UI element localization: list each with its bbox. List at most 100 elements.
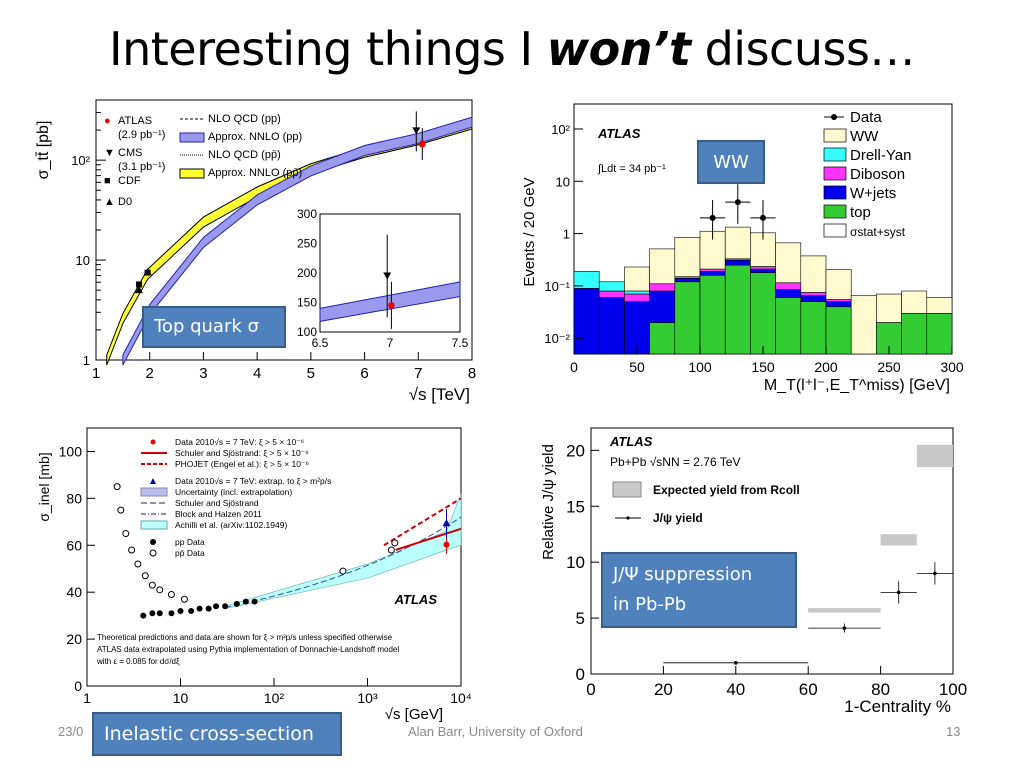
ttbar-y-tick-label: 10² [71, 153, 90, 168]
ttbar-series-nnlo-ppbar [106, 118, 473, 366]
ww-x-tick-label: 100 [688, 359, 712, 375]
ww-bar-top [926, 312, 953, 355]
inelastic-pp-point [168, 610, 175, 617]
ttbar-inset-atlas-point [388, 302, 395, 309]
inelastic-pp-point [233, 600, 240, 607]
ttbar-inset-x-label: 6.5 [312, 336, 329, 350]
inelastic-x-tick-label: 10 [173, 690, 189, 706]
ttbar-legend2-label: NLO QCD (pp) [208, 113, 281, 125]
jpsi-expected-box [880, 534, 917, 546]
ww-bar-wjets [825, 301, 852, 308]
inelastic-ppbar-point [122, 530, 130, 538]
title-pre: Interesting things I [109, 22, 547, 76]
ww-bar-ww [724, 226, 751, 260]
jpsi-x-tick-label: 20 [654, 680, 673, 699]
ww-legend-swatch [823, 166, 847, 181]
inelastic-pp-point [213, 603, 220, 610]
inelastic-legend-swatch [140, 487, 168, 497]
ww-bar-diboson [649, 283, 676, 292]
jpsi-y-tick-label: 20 [566, 441, 585, 460]
ww-bar-ww [624, 266, 650, 292]
ttbar-legend-marker: ▼ [104, 147, 115, 159]
jpsi-plot-frame [590, 427, 954, 675]
ww-bar-ww [825, 269, 852, 300]
inelastic-extrap-point [442, 519, 451, 527]
ttbar-legend2-label: Approx. NNLO (pp) [208, 131, 302, 143]
inelastic-legend-marker [149, 549, 157, 557]
ww-bar-ww [649, 248, 676, 285]
inelastic-legend-swatch [140, 520, 168, 530]
ww-bar-top [825, 306, 852, 355]
ttbar-x-tick-label: 1 [92, 365, 100, 382]
ttbar-legend-swatch [179, 132, 205, 143]
ttbar-x-tick-label: 3 [199, 365, 207, 382]
inelastic-y-tick-label: 60 [66, 537, 82, 553]
inelastic-ppbar-point [339, 567, 347, 575]
ww-bar-wjets [800, 295, 827, 302]
ttbar-x-tick-label: 4 [253, 365, 261, 382]
ww-atlas-label: ATLAS [597, 126, 641, 141]
ww-x-tick-label: 50 [629, 359, 645, 375]
ww-legend-data-marker [831, 114, 837, 120]
ww-x-axis-label: M_T(l⁺l⁻,E_T^miss) [GeV] [764, 377, 950, 394]
ww-legend-swatch [823, 185, 847, 200]
inelastic-y-tick-label: 40 [66, 584, 82, 600]
ww-bar-diboson [800, 292, 827, 297]
ttbar-legend-label: D0 [118, 196, 132, 208]
ww-y-tick-label: 10⁻² [544, 331, 570, 346]
inelastic-pp-point [222, 603, 229, 610]
inelastic-ppbar-point [141, 572, 149, 580]
inelastic-y-tick-label: 20 [66, 631, 82, 647]
ww-bar-top [649, 322, 676, 355]
inelastic-ppbar-point [167, 591, 175, 599]
inelastic-pp-point [196, 605, 203, 612]
title-post: discuss… [690, 22, 916, 76]
inelastic-legend-marker [150, 478, 156, 484]
inelastic-legend-label: pp Data [175, 537, 205, 547]
ww-legend-label: WW [850, 128, 879, 145]
ww-bar-ww [750, 232, 776, 267]
ww-bar-top [775, 297, 802, 355]
inelastic-pp-point [205, 605, 212, 612]
callout-jpsi: J/Ψ suppression in Pb-Pb [601, 552, 797, 628]
jpsi-expected-box [808, 608, 881, 613]
jpsi-y-axis-label: Relative J/ψ yield [540, 444, 557, 560]
ttbar-legend-label: CDF [118, 175, 141, 187]
ww-y-tick-label: 10² [551, 122, 570, 137]
jpsi-y-tick-label: 5 [576, 609, 585, 628]
ww-bar-ww [850, 295, 877, 355]
jpsi-legend-label: Expected yield from Rcoll [653, 483, 800, 497]
footer-page-number: 13 [946, 724, 961, 739]
ww-legend-label: σstat+syst [850, 225, 906, 239]
ww-bar-ww [674, 236, 701, 278]
inelastic-atlas-point [443, 541, 450, 548]
inelastic-ppbar-point [117, 506, 125, 514]
ww-bar-wjets [775, 289, 802, 298]
jpsi-legend-marker [626, 516, 630, 520]
ttbar-chart-panel: 1 2 3 4 5 6 7 8 1 10 10² ● ATLAS (2.9 pb⁻¹) ▼ CMS (3.1 p… [30, 92, 485, 410]
ww-bar-diboson [624, 293, 650, 302]
ww-bar-wjets [598, 297, 625, 355]
ww-legend-label: Drell-Yan [850, 147, 911, 164]
ww-legend-swatch [823, 128, 847, 143]
inelastic-pp-point [177, 607, 184, 614]
ttbar-inset-y-label: 300 [297, 207, 317, 221]
inelastic-ppbar-point [180, 595, 188, 603]
ww-bar-diboson [598, 290, 625, 298]
inelastic-x-tick-label: 10³ [357, 690, 378, 706]
jpsi-x-tick-label: 0 [586, 680, 595, 699]
inelastic-legend-label: Schuler and Sjöstrand [175, 498, 259, 508]
ttbar-x-axis-label: √s [TeV] [409, 385, 470, 404]
inelastic-sjostrand-line [225, 516, 462, 608]
ww-bar-top [750, 272, 776, 355]
inelastic-y-tick-label: 100 [59, 443, 83, 459]
ww-legend-label: W+jets [850, 185, 896, 202]
jpsi-x-tick-label: 100 [939, 680, 967, 699]
ww-lumi-label: ∫Ldt = 34 pb⁻¹ [597, 163, 666, 175]
ww-bar-wjets [750, 268, 776, 273]
ttbar-y-tick-label: 10 [76, 253, 90, 268]
ttbar-inset-y-label: 100 [297, 325, 317, 339]
title-emphasis: won’t [546, 22, 691, 76]
ttbar-point-cdf [135, 281, 142, 288]
inelastic-note: Theoretical predictions and data are sho… [97, 633, 393, 642]
